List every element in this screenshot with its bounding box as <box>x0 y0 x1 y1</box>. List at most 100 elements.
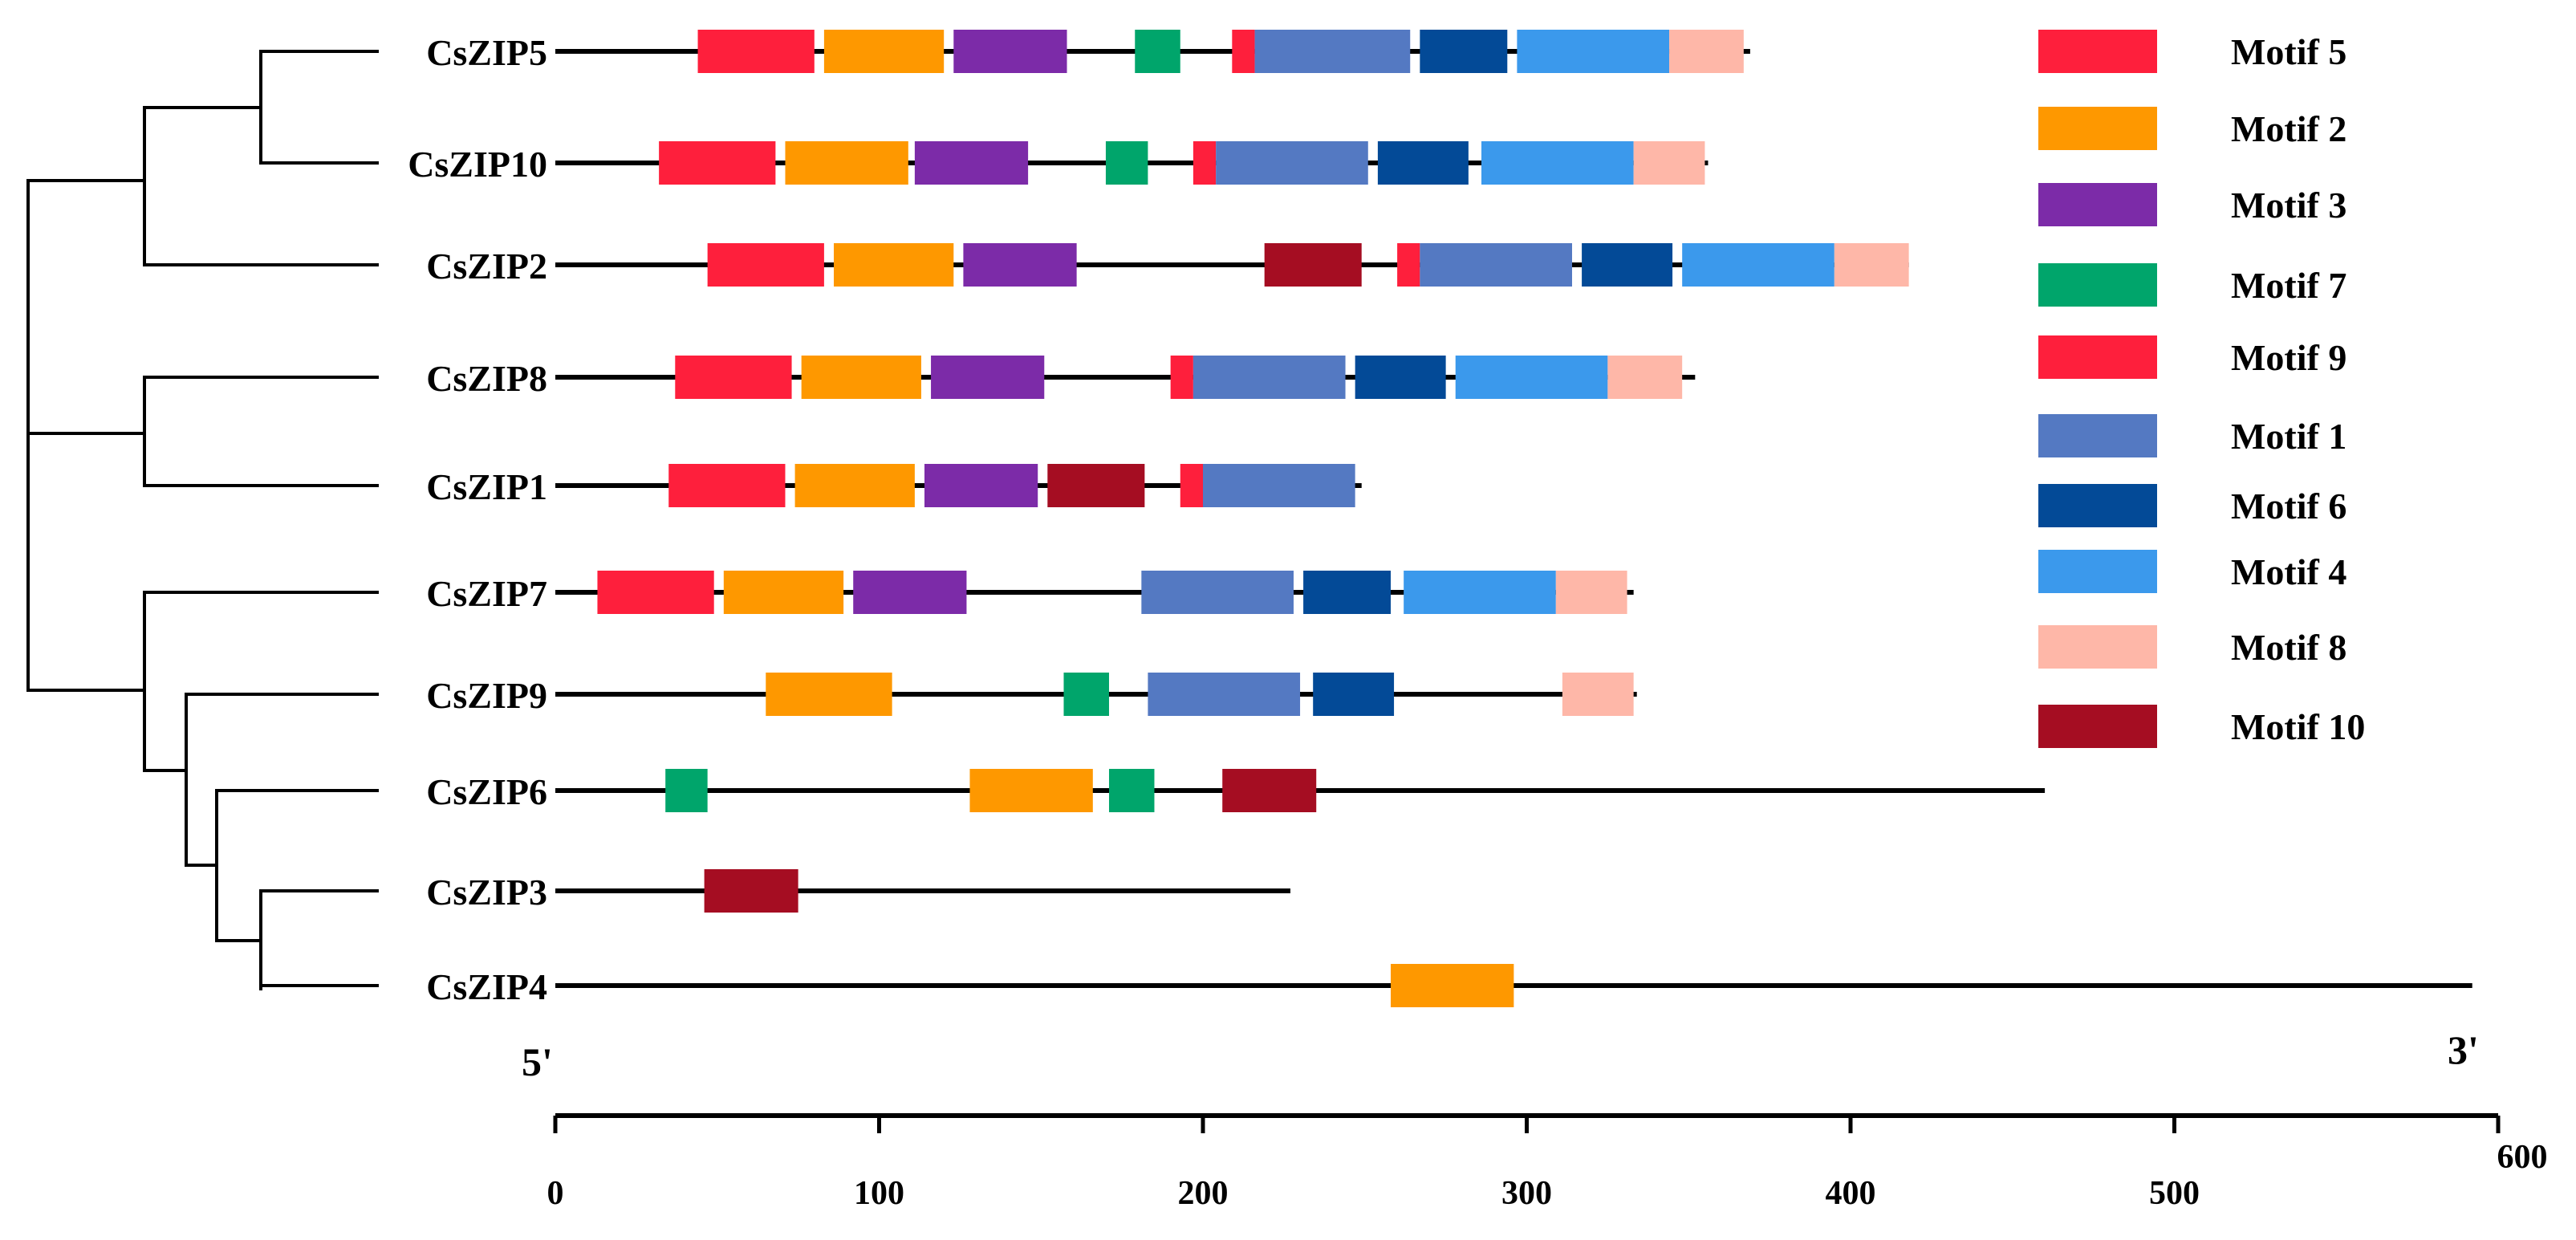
motif-block-motif-2 <box>1391 964 1514 1007</box>
motif-block-motif-5 <box>659 141 776 185</box>
motif-block-motif-8 <box>1562 673 1634 716</box>
motif-block-motif-2 <box>723 571 844 614</box>
motif-block-motif-2 <box>823 30 945 73</box>
motif-block-motif-1 <box>1420 243 1572 287</box>
gene-row-cszip10: CsZIP10 <box>408 141 1709 185</box>
motif-block-motif-5 <box>597 571 714 614</box>
motif-block-motif-9 <box>1170 356 1193 399</box>
gene-row-cszip4: CsZIP4 <box>426 964 2472 1007</box>
gene-label: CsZIP8 <box>426 358 547 399</box>
legend-label: Motif 1 <box>2231 416 2346 457</box>
axis-tick-label: 500 <box>2149 1175 2200 1212</box>
axis-tick-label: 100 <box>854 1175 904 1212</box>
motif-block-motif-6 <box>1377 141 1469 185</box>
legend-label: Motif 9 <box>2231 337 2346 378</box>
legend-label: Motif 6 <box>2231 486 2346 526</box>
gene-row-cszip7: CsZIP7 <box>426 571 1634 614</box>
legend-item: Motif 1 <box>2038 414 2346 457</box>
legend-label: Motif 10 <box>2231 706 2365 747</box>
motif-block-motif-5 <box>668 464 786 507</box>
legend-swatch <box>2038 414 2157 457</box>
legend-item: Motif 4 <box>2038 550 2346 593</box>
motif-block-motif-2 <box>834 243 954 287</box>
motif-block-motif-10 <box>1264 243 1362 287</box>
motif-block-motif-6 <box>1303 571 1392 614</box>
motif-block-motif-7 <box>665 769 708 812</box>
gene-label: CsZIP2 <box>426 246 547 287</box>
legend-swatch <box>2038 30 2157 73</box>
legend-item: Motif 7 <box>2038 263 2346 307</box>
legend-swatch <box>2038 550 2157 593</box>
motif-block-motif-6 <box>1582 243 1673 287</box>
motif-block-motif-4 <box>1481 141 1634 185</box>
gene-label: CsZIP4 <box>426 966 547 1007</box>
legend-item: Motif 10 <box>2038 705 2365 748</box>
motif-block-motif-1 <box>1148 673 1301 716</box>
motif-block-motif-8 <box>1607 356 1683 399</box>
gene-label: CsZIP9 <box>426 675 547 716</box>
motif-block-motif-10 <box>1222 769 1317 812</box>
motif-block-motif-6 <box>1313 673 1395 716</box>
legend-swatch <box>2038 335 2157 379</box>
gene-row-cszip2: CsZIP2 <box>426 243 1909 287</box>
motif-block-motif-1 <box>1254 30 1411 73</box>
motif-legend: Motif 5 Motif 2 Motif 3 Motif 7 Motif 9 Motif… <box>2038 30 2365 748</box>
legend-swatch <box>2038 107 2157 150</box>
gene-row-cszip1: CsZIP1 <box>426 464 1362 507</box>
motif-block-motif-5 <box>675 356 792 399</box>
axis-tick-label: 400 <box>1826 1175 1876 1212</box>
legend-swatch <box>2038 484 2157 527</box>
three-prime-label: 3' <box>2448 1027 2479 1072</box>
five-prime-label: 5' <box>522 1039 553 1084</box>
motif-block-motif-7 <box>1105 141 1148 185</box>
motif-block-motif-3 <box>931 356 1045 399</box>
phylogenetic-tree <box>26 50 379 990</box>
motif-block-motif-7 <box>1135 30 1180 73</box>
motif-block-motif-6 <box>1355 356 1446 399</box>
motif-block-motif-2 <box>969 769 1093 812</box>
motif-block-motif-2 <box>766 673 892 716</box>
motif-block-motif-3 <box>914 141 1029 185</box>
length-axis: 0 100 200 300 400 500 600 5' 3' <box>522 1027 2548 1212</box>
legend-label: Motif 3 <box>2231 185 2346 226</box>
gene-row-cszip5: CsZIP5 <box>426 30 1750 73</box>
gene-row-cszip3: CsZIP3 <box>426 869 1290 913</box>
motif-block-motif-1 <box>1216 141 1368 185</box>
legend-item: Motif 8 <box>2038 625 2346 669</box>
motif-block-motif-5 <box>707 243 824 287</box>
motif-block-motif-7 <box>1063 673 1109 716</box>
motif-block-motif-9 <box>1180 464 1203 507</box>
gene-label: CsZIP5 <box>426 32 547 73</box>
gene-row-cszip8: CsZIP8 <box>426 356 1696 399</box>
gene-row-cszip9: CsZIP9 <box>426 673 1637 716</box>
motif-block-motif-1 <box>1193 356 1346 399</box>
legend-item: Motif 6 <box>2038 484 2346 527</box>
axis-tick-label: 200 <box>1178 1175 1229 1212</box>
legend-label: Motif 4 <box>2231 551 2346 592</box>
gene-label: CsZIP6 <box>426 771 547 812</box>
legend-swatch <box>2038 183 2157 226</box>
motif-block-motif-1 <box>1203 464 1355 507</box>
motif-block-motif-9 <box>1193 141 1217 185</box>
legend-swatch <box>2038 625 2157 669</box>
motif-block-motif-8 <box>1669 30 1744 73</box>
motif-block-motif-9 <box>1232 30 1255 73</box>
axis-tick-label: 0 <box>547 1175 564 1212</box>
motif-block-motif-7 <box>1108 769 1155 812</box>
motif-block-motif-2 <box>785 141 908 185</box>
motif-block-motif-4 <box>1404 571 1556 614</box>
motif-block-motif-4 <box>1455 356 1608 399</box>
motif-block-motif-8 <box>1834 243 1909 287</box>
gene-row-cszip6: CsZIP6 <box>426 769 2046 812</box>
legend-label: Motif 2 <box>2231 108 2346 149</box>
gene-tracks: CsZIP5 CsZIP10 CsZIP2 CsZIP8 CsZIP1 CsZIP7 CsZ… <box>408 30 2472 1007</box>
motif-block-motif-9 <box>1397 243 1420 287</box>
legend-swatch <box>2038 705 2157 748</box>
motif-block-motif-3 <box>924 464 1038 507</box>
legend-item: Motif 3 <box>2038 183 2346 226</box>
legend-label: Motif 7 <box>2231 265 2346 306</box>
motif-block-motif-3 <box>963 243 1077 287</box>
motif-block-motif-3 <box>853 571 967 614</box>
motif-block-motif-8 <box>1555 571 1627 614</box>
motif-block-motif-4 <box>1682 243 1834 287</box>
